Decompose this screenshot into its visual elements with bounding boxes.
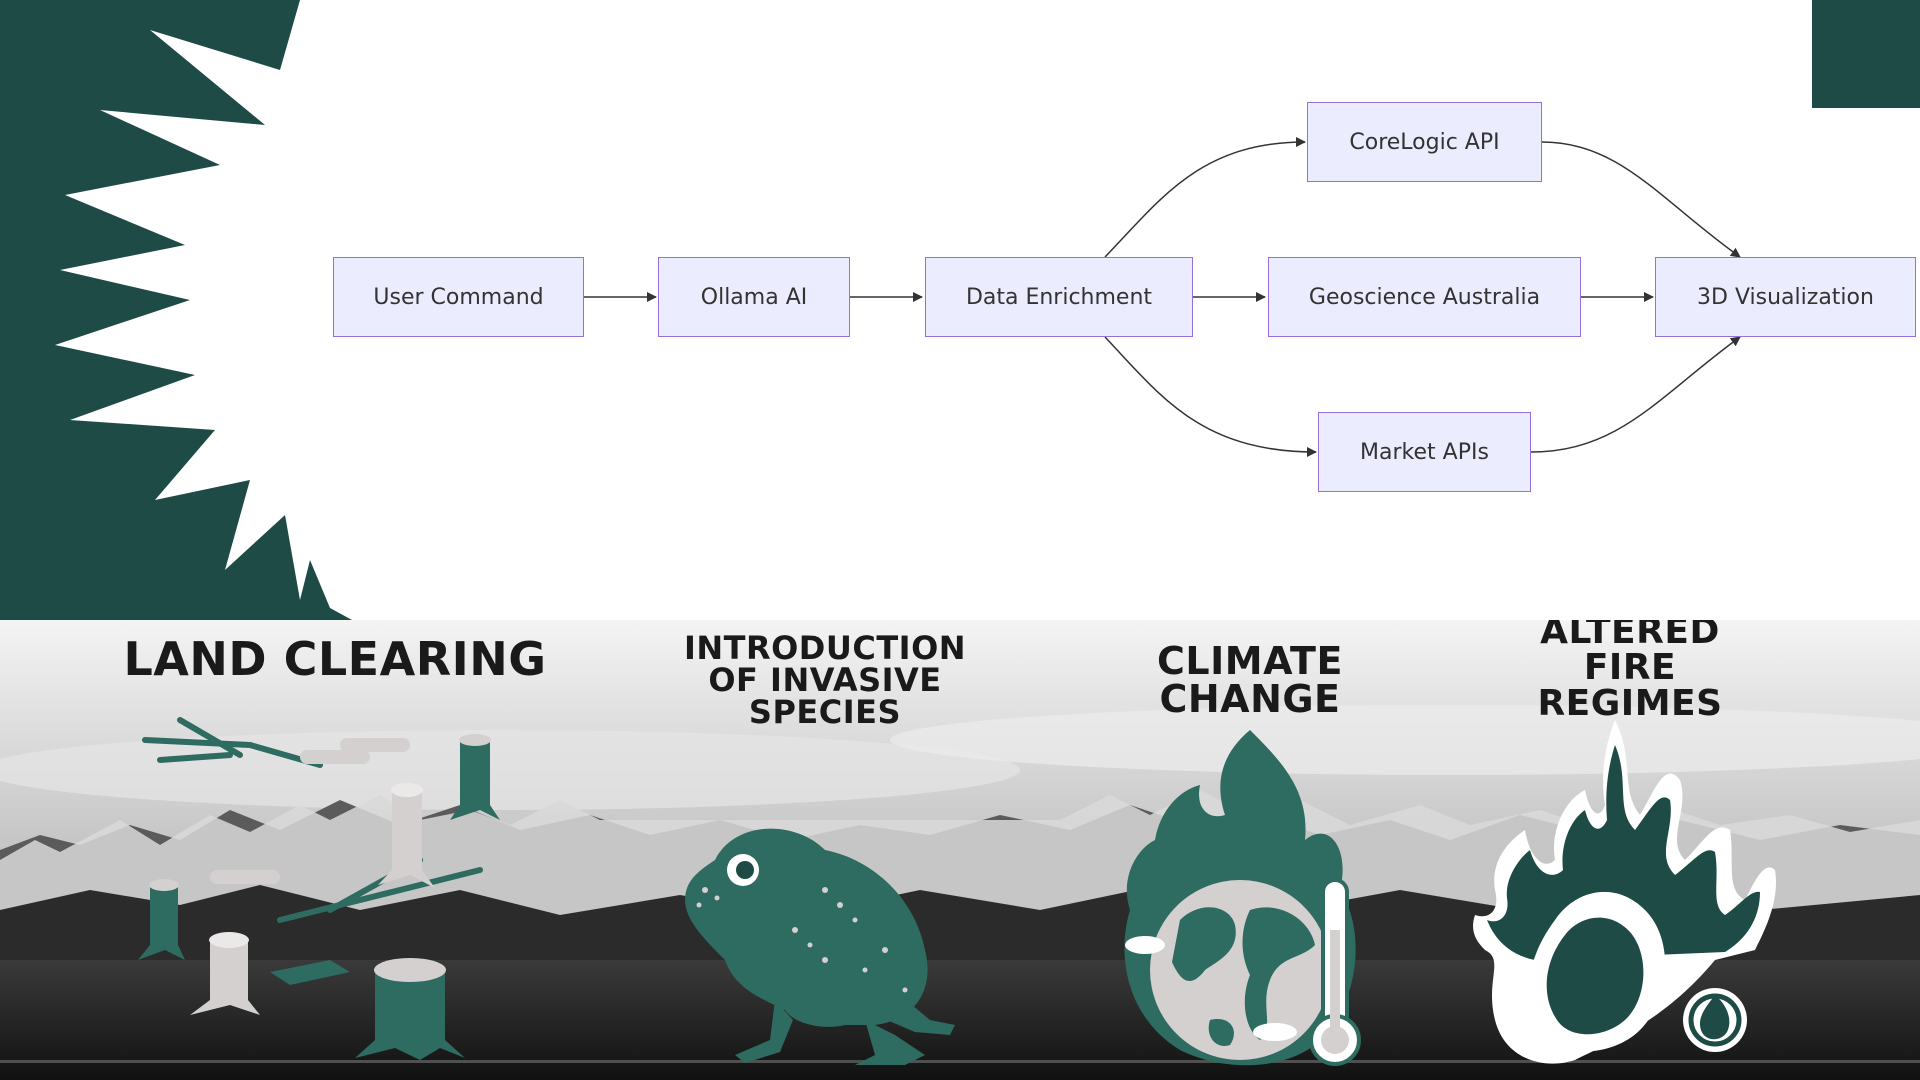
- globe-thermometer-icon: [1124, 730, 1361, 1066]
- threat-title-climate-change: CLIMATE CHANGE: [1130, 642, 1370, 718]
- node-ollama-ai: Ollama AI: [658, 257, 850, 337]
- edge-enrichment-to-corelogic: [1104, 137, 1306, 258]
- landscape-band: LAND CLEARING INTRODUCTION OF INVASIVE S…: [0, 620, 1920, 1080]
- flame-icon: [1473, 720, 1776, 1064]
- starburst-shape: [55, 0, 352, 620]
- edge-enrichment-to-market: [1104, 336, 1317, 457]
- threat-title-line: INTRODUCTION: [683, 629, 967, 667]
- flowchart-edges: [584, 137, 1741, 457]
- threat-title-land-clearing: LAND CLEARING: [123, 632, 547, 686]
- node-data-enrichment: Data Enrichment: [925, 257, 1193, 337]
- threat-title-line: SPECIES: [748, 693, 902, 731]
- threat-title-line: FIRE: [1583, 647, 1677, 688]
- node-corelogic-api: CoreLogic API: [1307, 102, 1542, 182]
- threat-title-line: ALTERED: [1540, 620, 1720, 652]
- node-market-apis: Market APIs: [1318, 412, 1531, 492]
- green-corner-block: [1812, 0, 1920, 108]
- threat-title-line: CLIMATE: [1157, 639, 1343, 683]
- node-geoscience-australia: Geoscience Australia: [1268, 257, 1581, 337]
- frog-icon: [685, 828, 955, 1065]
- threat-title-altered-fire: ALTERED FIRE REGIMES: [1520, 620, 1740, 722]
- threat-title-line: REGIMES: [1537, 683, 1723, 724]
- flowchart: User Command Ollama AI Data Enrichment C…: [320, 90, 1920, 510]
- threat-title-invasive-species: INTRODUCTION OF INVASIVE SPECIES: [660, 632, 990, 728]
- threat-title-line: OF INVASIVE: [708, 661, 942, 699]
- threat-title-line: CHANGE: [1159, 677, 1341, 721]
- edge-corelogic-to-visualization: [1541, 141, 1741, 258]
- tree-stumps-icon: [138, 717, 500, 1060]
- node-3d-visualization: 3D Visualization: [1655, 257, 1916, 337]
- edge-market-to-visualization: [1530, 336, 1741, 453]
- node-user-command: User Command: [333, 257, 584, 337]
